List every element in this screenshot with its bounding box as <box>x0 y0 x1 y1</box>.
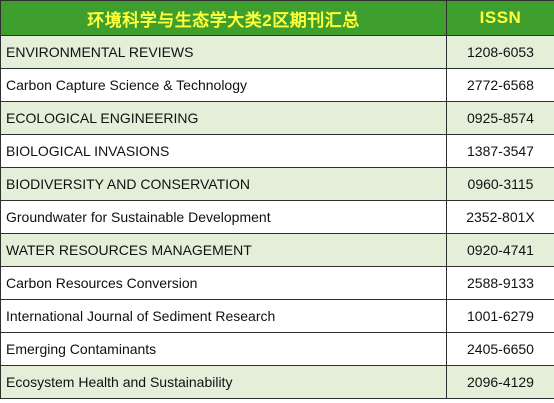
table-row: Emerging Contaminants 2405-6650 <box>0 332 554 366</box>
table-row: BIOLOGICAL INVASIONS 1387-3547 <box>0 134 554 168</box>
journal-name-cell: ECOLOGICAL ENGINEERING <box>0 101 447 135</box>
table-header: 环境科学与生态学大类2区期刊汇总 ISSN <box>0 0 554 36</box>
journal-name-cell: Carbon Capture Science & Technology <box>0 68 447 102</box>
table-row: BIODIVERSITY AND CONSERVATION 0960-3115 <box>0 167 554 201</box>
issn-cell: 0920-4741 <box>446 233 554 267</box>
journal-name-cell: International Journal of Sediment Resear… <box>0 299 447 333</box>
issn-cell: 2352-801X <box>446 200 554 234</box>
journal-name-cell: WATER RESOURCES MANAGEMENT <box>0 233 447 267</box>
header-title: 环境科学与生态学大类2区期刊汇总 <box>0 0 447 36</box>
issn-cell: 1001-6279 <box>446 299 554 333</box>
issn-cell: 2096-4129 <box>446 365 554 399</box>
issn-cell: 0925-8574 <box>446 101 554 135</box>
issn-cell: 2772-6568 <box>446 68 554 102</box>
journal-name-cell: ENVIRONMENTAL REVIEWS <box>0 35 447 69</box>
table-row: Ecosystem Health and Sustainability 2096… <box>0 365 554 399</box>
table-row: ENVIRONMENTAL REVIEWS 1208-6053 <box>0 35 554 69</box>
journal-name-cell: Ecosystem Health and Sustainability <box>0 365 447 399</box>
issn-cell: 1208-6053 <box>446 35 554 69</box>
table-row: ECOLOGICAL ENGINEERING 0925-8574 <box>0 101 554 135</box>
issn-cell: 0960-3115 <box>446 167 554 201</box>
journal-name-cell: Groundwater for Sustainable Development <box>0 200 447 234</box>
table-row: Carbon Capture Science & Technology 2772… <box>0 68 554 102</box>
journal-name-cell: BIOLOGICAL INVASIONS <box>0 134 447 168</box>
journal-name-cell: Emerging Contaminants <box>0 332 447 366</box>
table-row: Carbon Resources Conversion 2588-9133 <box>0 266 554 300</box>
table-row: WATER RESOURCES MANAGEMENT 0920-4741 <box>0 233 554 267</box>
table-row: Groundwater for Sustainable Development … <box>0 200 554 234</box>
table-row: International Journal of Sediment Resear… <box>0 299 554 333</box>
issn-cell: 2405-6650 <box>446 332 554 366</box>
header-row: 环境科学与生态学大类2区期刊汇总 ISSN <box>0 0 554 36</box>
issn-cell: 2588-9133 <box>446 266 554 300</box>
journal-name-cell: BIODIVERSITY AND CONSERVATION <box>0 167 447 201</box>
issn-cell: 1387-3547 <box>446 134 554 168</box>
header-issn: ISSN <box>446 0 554 36</box>
table-body: ENVIRONMENTAL REVIEWS 1208-6053 Carbon C… <box>0 35 554 399</box>
journal-name-cell: Carbon Resources Conversion <box>0 266 447 300</box>
